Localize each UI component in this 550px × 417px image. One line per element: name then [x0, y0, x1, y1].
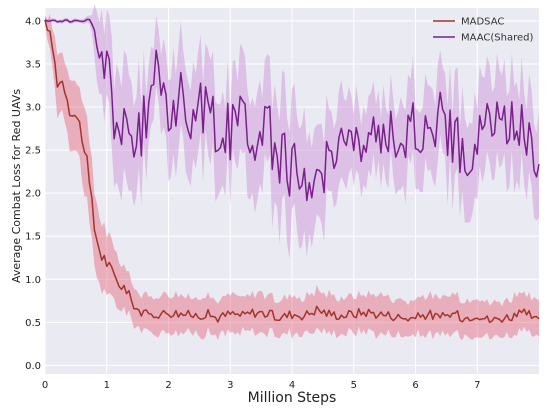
series-lines [44, 18, 540, 324]
y-tick-label: 1.0 [25, 275, 41, 286]
band-madsac [45, 13, 539, 341]
y-axis-label: Average Combat Loss for Red UAVs [10, 89, 23, 283]
y-tick-label: 1.5 [25, 232, 41, 243]
band-maac-shared [45, 4, 539, 260]
y-tick-label: 4.0 [25, 16, 41, 27]
series-line-madsac [44, 19, 540, 324]
x-tick-label: 2 [165, 380, 171, 391]
x-axis-label: Million Steps [248, 390, 337, 406]
x-tick-label: 6 [412, 380, 418, 391]
x-tick-label: 0 [42, 380, 48, 391]
y-tick-label: 0.0 [25, 361, 41, 372]
legend-entry: MAAC(Shared) [461, 33, 534, 44]
x-tick-label: 5 [351, 380, 357, 391]
x-tick-label: 4 [289, 380, 295, 391]
y-tick-label: 2.5 [25, 146, 41, 157]
series-line-maac-shared [44, 18, 540, 202]
x-tick-label: 3 [227, 380, 233, 391]
x-tick-label: 1 [104, 380, 110, 391]
y-tick-label: 2.0 [25, 189, 41, 200]
x-tick-label: 7 [474, 380, 480, 391]
legend-entry: MADSAC [461, 17, 504, 28]
x-axis-ticks: 0 1 2 3 4 5 6 7 [42, 380, 481, 391]
y-tick-label: 3.0 [25, 103, 41, 114]
y-tick-label: 0.5 [25, 318, 41, 329]
legend: MADSAC MAAC(Shared) [433, 17, 534, 44]
y-tick-label: 3.5 [25, 59, 41, 70]
confidence-bands [45, 4, 539, 341]
y-axis-ticks: 0.0 0.5 1.0 1.5 2.0 2.5 3.0 3.5 4.0 [25, 16, 41, 371]
